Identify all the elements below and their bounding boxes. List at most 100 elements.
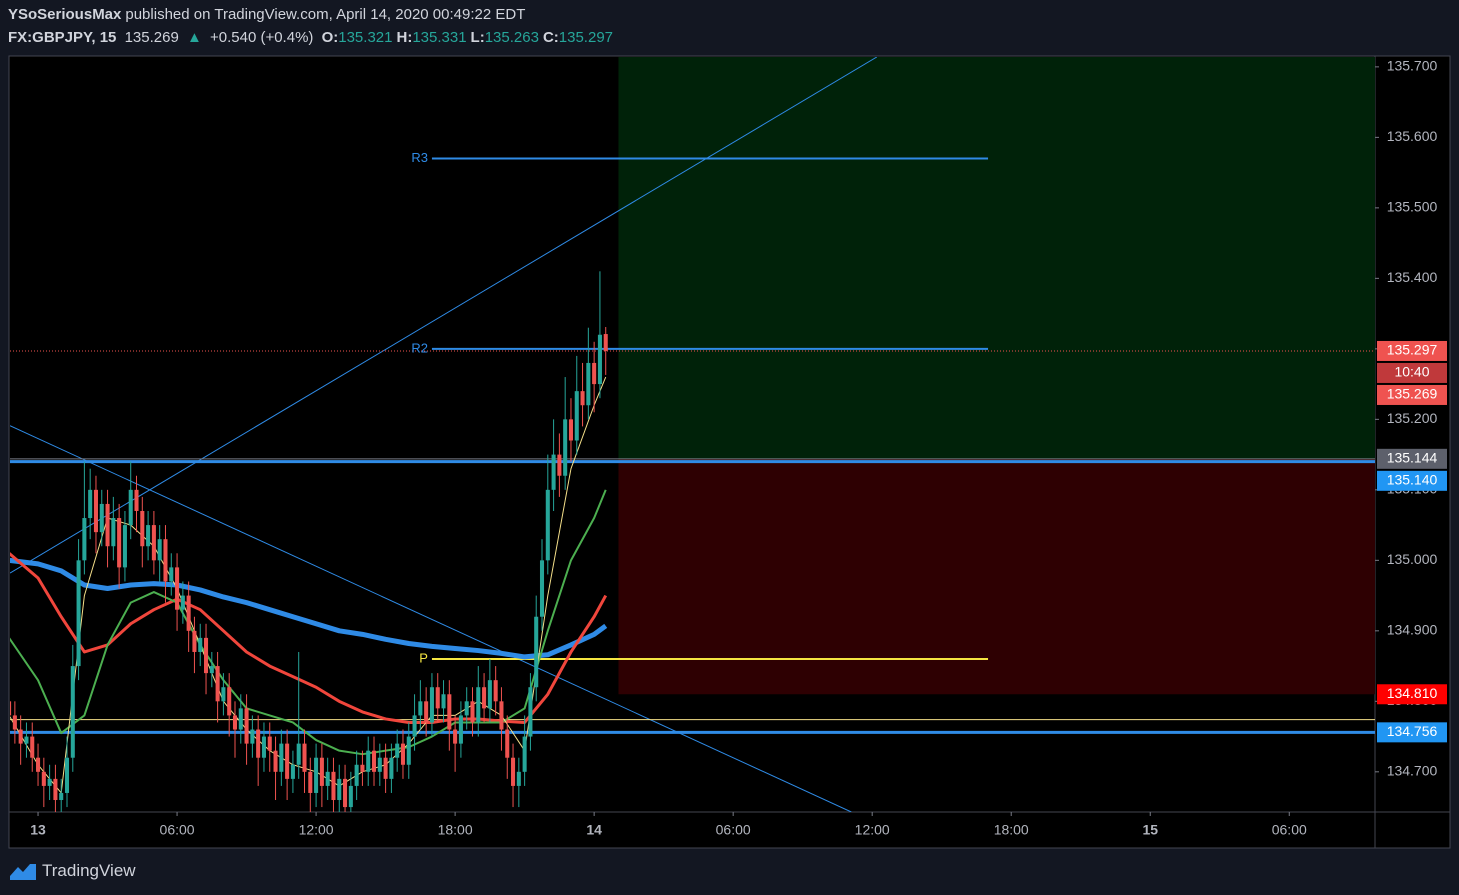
candle-body bbox=[279, 743, 284, 772]
price-label-box bbox=[1377, 684, 1447, 705]
candle-body bbox=[516, 771, 521, 786]
moving-average bbox=[10, 489, 607, 756]
y-tick-label: 135.000 bbox=[1387, 551, 1438, 567]
candle-body bbox=[337, 778, 342, 801]
candle-body bbox=[198, 637, 203, 652]
candle-body bbox=[424, 701, 429, 723]
ohlc-value: 135.297 bbox=[558, 29, 614, 46]
trendline bbox=[10, 57, 878, 574]
arrow: ▲ bbox=[186, 29, 202, 46]
candle-body bbox=[151, 525, 156, 561]
candle-body bbox=[36, 757, 41, 772]
candle-body bbox=[563, 419, 568, 476]
candle-body bbox=[18, 729, 23, 744]
candle-body bbox=[296, 743, 301, 765]
candle-body bbox=[539, 560, 545, 617]
candle-body bbox=[192, 630, 197, 652]
candle-body bbox=[435, 687, 440, 709]
ohlc-key: L: bbox=[470, 29, 485, 46]
trendline bbox=[10, 425, 852, 812]
price-label-box bbox=[1377, 448, 1447, 469]
price-label-box bbox=[1377, 722, 1447, 743]
published: published on TradingView.com, April 14, … bbox=[125, 6, 526, 23]
candle-body bbox=[348, 785, 353, 808]
candle-body bbox=[180, 595, 185, 610]
candle-body bbox=[487, 680, 492, 709]
candle-body bbox=[603, 334, 608, 351]
logo bbox=[10, 864, 36, 880]
plot-area: R3 R2 P bbox=[10, 57, 1375, 812]
candle-body bbox=[458, 715, 463, 744]
ohlc-value: 135.321 bbox=[338, 29, 393, 46]
candle-body bbox=[586, 362, 591, 406]
candle-body bbox=[250, 729, 255, 744]
candle-body bbox=[70, 666, 75, 758]
price-label-box bbox=[1377, 384, 1447, 405]
candle-body bbox=[290, 764, 295, 779]
candle-body bbox=[406, 736, 411, 765]
candle-body bbox=[169, 567, 174, 582]
moving-average bbox=[10, 557, 608, 660]
candle-body bbox=[545, 489, 550, 561]
header-line: YSoSeriousMax published on TradingView.co… bbox=[8, 6, 529, 23]
candle-body bbox=[464, 701, 469, 716]
symbol: FX:GBPJPY, 15 bbox=[8, 29, 117, 46]
ohlc-value: 135.331 bbox=[412, 29, 467, 46]
price-label: 135.144 bbox=[1387, 450, 1438, 466]
candle-body bbox=[360, 764, 365, 772]
candle-body bbox=[580, 391, 585, 406]
candle-body bbox=[232, 715, 238, 730]
candle-body bbox=[53, 778, 58, 801]
candle-body bbox=[215, 666, 220, 702]
candle-body bbox=[221, 687, 226, 702]
candle-body bbox=[256, 729, 261, 758]
x-tick-label: 06:00 bbox=[716, 822, 751, 838]
candle-body bbox=[377, 757, 382, 772]
candle-body bbox=[186, 595, 191, 631]
pivot-label: P bbox=[419, 650, 428, 665]
y-tick-label: 135.700 bbox=[1387, 58, 1438, 74]
candle-body bbox=[447, 694, 452, 730]
candle-body bbox=[412, 715, 417, 737]
candle-body bbox=[319, 757, 324, 786]
candle-body bbox=[470, 701, 475, 723]
candle-body bbox=[24, 736, 29, 744]
x-tick-label: 18:00 bbox=[994, 822, 1029, 838]
candle-body bbox=[400, 743, 406, 765]
candle-body bbox=[429, 687, 434, 723]
candle-body bbox=[146, 525, 151, 547]
candle-body bbox=[511, 757, 516, 786]
candle-body bbox=[93, 489, 98, 533]
candle-body bbox=[389, 757, 394, 779]
candle-body bbox=[551, 454, 556, 490]
zone-box bbox=[618, 458, 1375, 695]
price-label-box bbox=[1377, 470, 1447, 491]
candle-body bbox=[314, 757, 319, 793]
x-tick-label: 14 bbox=[586, 822, 602, 838]
candle-body bbox=[209, 666, 214, 674]
brand: TradingView bbox=[42, 861, 136, 880]
candle-body bbox=[331, 771, 336, 801]
candle-body bbox=[418, 701, 423, 716]
candle-body bbox=[273, 750, 278, 772]
candle-body bbox=[105, 503, 110, 547]
candle-body bbox=[140, 510, 145, 547]
candle-body bbox=[59, 792, 64, 801]
candle-body bbox=[134, 489, 139, 511]
candle-body bbox=[534, 616, 539, 688]
y-tick-label: 134.700 bbox=[1387, 763, 1438, 779]
candle-body bbox=[122, 525, 127, 568]
candle-body bbox=[64, 757, 70, 793]
candle-body bbox=[41, 771, 46, 786]
price: 135.269 bbox=[124, 29, 179, 46]
candle-body bbox=[261, 736, 266, 758]
x-tick-label: 12:00 bbox=[299, 822, 334, 838]
y-tick-label: 135.400 bbox=[1387, 269, 1438, 285]
candle-body bbox=[99, 503, 104, 533]
candle-body bbox=[441, 694, 446, 709]
price-label: 134.810 bbox=[1387, 685, 1438, 701]
price-label: 10:40 bbox=[1394, 364, 1429, 380]
candle-body bbox=[597, 334, 602, 385]
candle-body bbox=[117, 518, 122, 568]
